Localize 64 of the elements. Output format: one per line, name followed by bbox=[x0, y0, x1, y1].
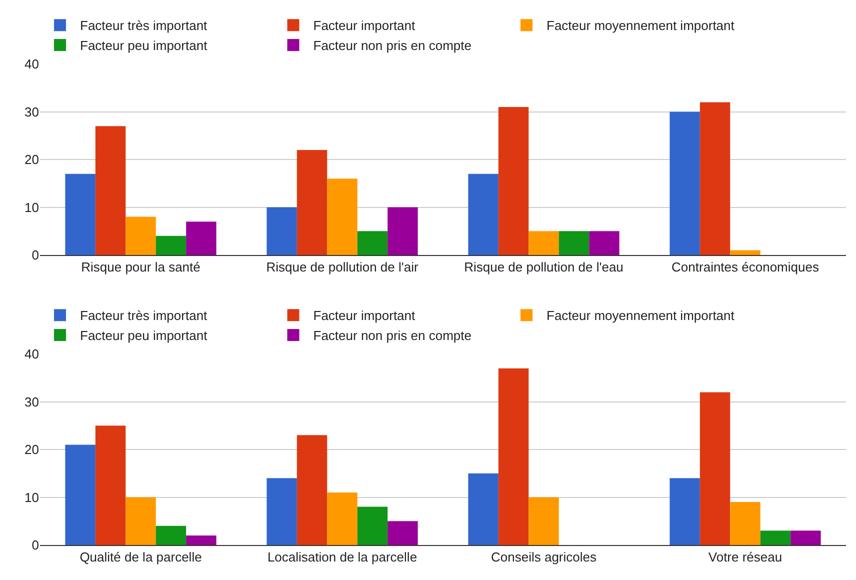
y-tick-label: 40 bbox=[24, 346, 39, 362]
bar bbox=[327, 492, 358, 545]
bar bbox=[186, 535, 216, 545]
bar bbox=[156, 236, 186, 255]
bar bbox=[790, 530, 821, 545]
y-tick-label: 0 bbox=[32, 538, 39, 553]
bar bbox=[266, 478, 297, 545]
x-tick-label: Risque pour la santé bbox=[81, 260, 200, 275]
legend-label: Facteur non pris en compte bbox=[313, 328, 472, 344]
bar bbox=[266, 207, 297, 255]
legend-label: Facteur important bbox=[313, 308, 416, 324]
y-tick-label: 10 bbox=[24, 490, 39, 505]
bar bbox=[670, 478, 700, 545]
x-tick-label: Votre réseau bbox=[708, 550, 782, 565]
y-tick-label: 20 bbox=[24, 442, 39, 458]
bar bbox=[670, 112, 700, 255]
bar bbox=[468, 473, 498, 545]
legend-label: Facteur peu important bbox=[80, 328, 208, 344]
y-tick-label: 30 bbox=[24, 104, 39, 120]
bar bbox=[357, 506, 388, 545]
bar bbox=[156, 526, 186, 545]
legend-label: Facteur peu important bbox=[80, 38, 208, 54]
bar bbox=[528, 497, 559, 545]
bar bbox=[730, 250, 760, 255]
x-tick-label: Risque de pollution de l'air bbox=[266, 260, 419, 275]
bar bbox=[558, 231, 590, 255]
bar bbox=[186, 222, 216, 255]
bar bbox=[700, 102, 730, 255]
x-tick-label: Contraintes économiques bbox=[672, 260, 820, 275]
y-tick-label: 40 bbox=[24, 56, 39, 72]
x-tick-label: Qualité de la parcelle bbox=[80, 550, 202, 565]
bar bbox=[760, 530, 791, 545]
y-tick-label: 10 bbox=[24, 200, 39, 215]
bar bbox=[95, 126, 126, 255]
y-tick-label: 20 bbox=[24, 152, 39, 168]
bar bbox=[700, 392, 730, 545]
legend-label: Facteur moyennement important bbox=[546, 18, 735, 34]
bar bbox=[357, 231, 388, 255]
bar bbox=[296, 435, 328, 545]
bar bbox=[126, 497, 156, 545]
legend-label: Facteur non pris en compte bbox=[313, 38, 472, 54]
bar bbox=[730, 502, 760, 545]
bar bbox=[126, 216, 156, 255]
bar bbox=[388, 521, 418, 545]
y-tick-label: 30 bbox=[24, 394, 39, 410]
legend-label: Facteur moyennement important bbox=[546, 308, 735, 324]
bar bbox=[327, 178, 358, 255]
legend-label: Facteur très important bbox=[80, 308, 208, 324]
x-tick-label: Conseils agricoles bbox=[491, 550, 597, 565]
bar bbox=[589, 231, 620, 255]
legend-label: Facteur très important bbox=[80, 18, 208, 34]
bar bbox=[498, 368, 529, 545]
bar bbox=[498, 106, 529, 255]
x-tick-label: Risque de pollution de l'eau bbox=[464, 260, 624, 275]
x-tick-label: Localisation de la parcelle bbox=[267, 550, 418, 565]
legend-label: Facteur important bbox=[313, 18, 416, 34]
bar bbox=[65, 174, 96, 255]
bar bbox=[296, 150, 328, 255]
bar bbox=[468, 174, 498, 255]
y-tick-label: 0 bbox=[32, 248, 39, 263]
bar bbox=[388, 207, 418, 255]
bar bbox=[528, 231, 559, 255]
bar bbox=[65, 444, 96, 545]
bar bbox=[95, 426, 126, 545]
